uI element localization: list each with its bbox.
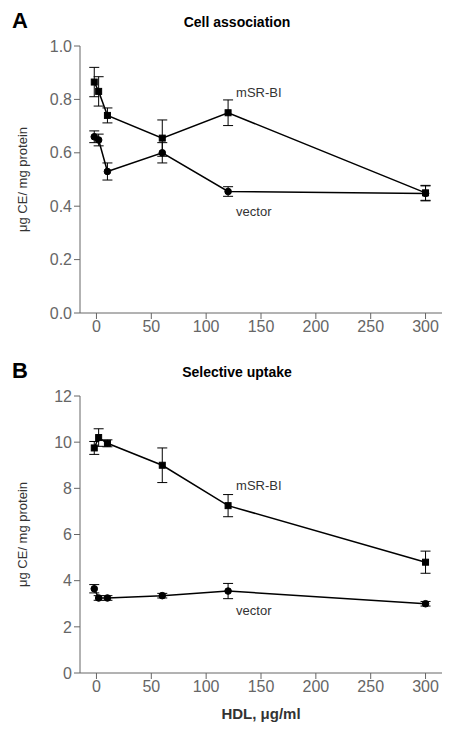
svg-text:6: 6 (63, 526, 72, 543)
svg-text:mSR-BI: mSR-BI (236, 478, 282, 493)
svg-text:100: 100 (193, 318, 220, 335)
svg-text:μg CE/ mg protein: μg CE/ mg protein (15, 127, 30, 232)
svg-text:0: 0 (63, 665, 72, 682)
svg-text:50: 50 (142, 678, 160, 695)
svg-text:HDL, μg/ml: HDL, μg/ml (221, 705, 300, 722)
svg-text:vector: vector (236, 603, 272, 618)
svg-text:200: 200 (302, 678, 329, 695)
svg-text:0.6: 0.6 (50, 144, 72, 161)
svg-text:150: 150 (248, 678, 275, 695)
html-text:Cell association: Cell association (183, 14, 291, 30)
svg-text:μg CE/ mg protein: μg CE/ mg protein (15, 482, 30, 587)
svg-text:100: 100 (193, 678, 220, 695)
svg-text:1.0: 1.0 (50, 38, 72, 55)
svg-text:12: 12 (54, 388, 72, 405)
html-text:A: A (12, 8, 28, 33)
svg-text:0: 0 (92, 318, 101, 335)
html-text:Selective uptake: Selective uptake (182, 364, 292, 380)
svg-text:0.4: 0.4 (50, 198, 72, 215)
svg-text:2: 2 (63, 619, 72, 636)
svg-text:0.8: 0.8 (50, 91, 72, 108)
svg-text:300: 300 (412, 678, 439, 695)
svg-text:8: 8 (63, 480, 72, 497)
svg-text:10: 10 (54, 434, 72, 451)
svg-text:0: 0 (92, 678, 101, 695)
svg-text:4: 4 (63, 572, 72, 589)
svg-text:250: 250 (357, 318, 384, 335)
svg-text:mSR-BI: mSR-BI (236, 85, 282, 100)
svg-text:300: 300 (412, 318, 439, 335)
svg-text:50: 50 (142, 318, 160, 335)
svg-text:250: 250 (357, 678, 384, 695)
html-text:B: B (12, 358, 28, 383)
svg-text:200: 200 (302, 318, 329, 335)
svg-text:150: 150 (248, 318, 275, 335)
svg-text:0.2: 0.2 (50, 251, 72, 268)
svg-text:0.0: 0.0 (50, 305, 72, 322)
svg-text:vector: vector (236, 204, 272, 219)
